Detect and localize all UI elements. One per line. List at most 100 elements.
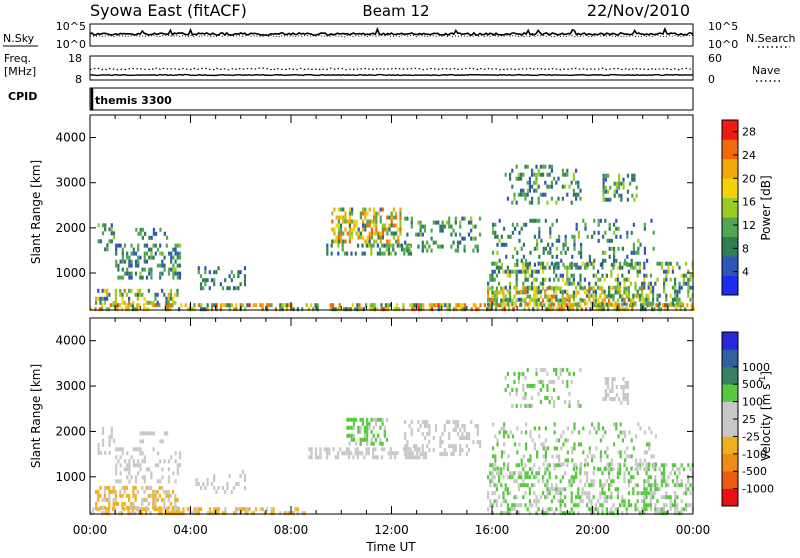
heatmap-cell	[174, 247, 177, 252]
heatmap-cell	[625, 302, 628, 307]
heatmap-cell	[237, 270, 240, 275]
heatmap-cell	[555, 507, 558, 512]
heatmap-cell	[505, 254, 508, 259]
heatmap-cell	[134, 479, 138, 484]
heatmap-cell	[577, 265, 580, 270]
heatmap-cell	[121, 485, 124, 490]
heatmap-cell	[195, 482, 198, 486]
heatmap-cell	[635, 185, 638, 190]
heatmap-cell	[689, 285, 692, 290]
heatmap-cell	[687, 503, 690, 508]
heatmap-cell	[597, 238, 600, 243]
heatmap-cell	[663, 475, 666, 480]
heatmap-cell	[558, 458, 561, 463]
heatmap-cell	[627, 277, 630, 282]
heatmap-cell	[494, 462, 497, 467]
heatmap-cell	[623, 301, 626, 306]
heatmap-cell	[560, 307, 563, 312]
heatmap-cell	[513, 479, 516, 484]
heatmap-cell	[529, 434, 532, 439]
heatmap-cell	[531, 383, 534, 388]
heatmap-cell	[687, 277, 690, 282]
heatmap-cell	[601, 487, 604, 492]
heatmap-cell	[387, 243, 390, 248]
heatmap-cell	[379, 219, 382, 224]
heatmap-cell	[689, 277, 692, 282]
heatmap-cell	[562, 242, 565, 247]
heatmap-cell	[601, 273, 604, 278]
heatmap-cell	[178, 255, 182, 260]
heatmap-cell	[660, 475, 663, 480]
heatmap-cell	[646, 442, 649, 447]
heatmap-cell	[406, 216, 409, 221]
heatmap-cell	[568, 302, 571, 307]
heatmap-cell	[123, 459, 127, 464]
heatmap-cell	[211, 303, 214, 308]
heatmap-cell	[526, 277, 529, 282]
heatmap-cell	[160, 511, 163, 516]
colorbar-tick-label: 20	[742, 172, 756, 185]
heatmap-cell	[515, 495, 518, 500]
heatmap-cell	[381, 235, 384, 240]
heatmap-cell	[525, 262, 528, 267]
heatmap-cell	[395, 211, 398, 216]
heatmap-cell	[621, 511, 624, 516]
heatmap-cell	[150, 471, 153, 476]
heatmap-cell	[373, 211, 376, 216]
heatmap-cell	[643, 483, 646, 488]
heatmap-cell	[143, 296, 146, 301]
heatmap-cell	[121, 501, 124, 506]
heatmap-cell	[535, 503, 538, 508]
heatmap-cell	[632, 250, 635, 255]
heatmap-cell	[647, 491, 650, 496]
heatmap-cell	[546, 395, 549, 400]
heatmap-cell	[402, 447, 406, 452]
heatmap-cell	[645, 507, 648, 512]
heatmap-cell	[602, 197, 605, 202]
heatmap-cell	[361, 243, 364, 248]
heatmap-cell	[410, 224, 413, 229]
heatmap-cell	[667, 265, 670, 270]
heatmap-cell	[370, 243, 373, 248]
heatmap-cell	[581, 491, 584, 496]
heatmap-cell	[374, 421, 378, 426]
heatmap-cell	[493, 269, 496, 274]
heatmap-cell	[116, 303, 119, 308]
heatmap-cell	[531, 503, 534, 508]
heatmap-cell	[590, 286, 593, 291]
heatmap-cell	[555, 218, 558, 223]
heatmap-cell	[132, 247, 135, 252]
heatmap-cell	[454, 232, 457, 237]
colorbar-segment	[722, 275, 738, 296]
heatmap-cell	[132, 485, 135, 490]
heatmap-cell	[426, 240, 429, 245]
heatmap-cell	[641, 507, 644, 512]
heatmap-cell	[359, 231, 362, 236]
heatmap-cell	[139, 271, 142, 276]
heatmap-cell	[121, 505, 124, 510]
heatmap-cell	[502, 294, 505, 299]
heatmap-cell	[548, 172, 551, 177]
heatmap-cell	[607, 381, 610, 385]
heatmap-cell	[568, 483, 571, 488]
heatmap-cell	[357, 243, 360, 248]
heatmap-cell	[592, 286, 595, 291]
heatmap-cell	[439, 244, 442, 249]
heatmap-cell	[611, 389, 614, 393]
heatmap-cell	[518, 442, 521, 447]
heatmap-cell	[525, 446, 528, 451]
heatmap-cell	[513, 196, 516, 201]
heatmap-cell	[542, 383, 545, 388]
heatmap-cell	[539, 302, 542, 307]
heatmap-cell	[233, 511, 236, 516]
heatmap-cell	[516, 250, 519, 255]
heatmap-cell	[136, 307, 139, 312]
heatmap-cell	[566, 450, 569, 455]
heatmap-cell	[546, 479, 549, 484]
heatmap-cell	[588, 297, 591, 302]
heatmap-cell	[452, 228, 455, 233]
heatmap-cell	[636, 483, 639, 488]
heatmap-cell	[325, 447, 329, 452]
heatmap-cell	[522, 454, 525, 459]
heatmap-cell	[319, 455, 322, 460]
